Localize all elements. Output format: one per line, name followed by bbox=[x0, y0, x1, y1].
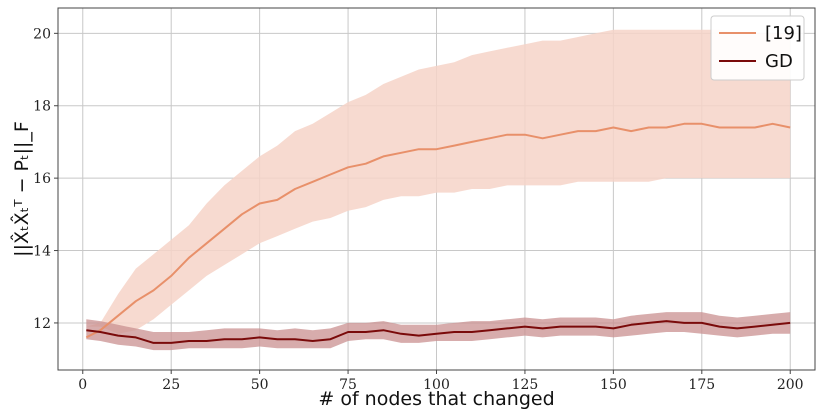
y-axis-title: ||X̂ₜX̂ₜᵀ − Pₜ||_F bbox=[11, 121, 33, 257]
confidence-bands bbox=[86, 29, 791, 351]
x-tick-label: 175 bbox=[688, 377, 715, 393]
y-tick-label: 14 bbox=[33, 244, 51, 260]
y-axis-title-text: ||X̂ₜX̂ₜᵀ − Pₜ||_F bbox=[11, 121, 33, 257]
legend: [19] GD bbox=[710, 15, 805, 81]
x-tick-label: 0 bbox=[78, 377, 87, 393]
band-gd bbox=[86, 312, 791, 351]
line-gd bbox=[86, 320, 791, 344]
x-tick-label: 25 bbox=[162, 377, 180, 393]
x-tick-label: 75 bbox=[339, 377, 357, 393]
line-19 bbox=[85, 122, 791, 339]
x-tick-label: 50 bbox=[251, 377, 269, 393]
x-tick-label: 200 bbox=[777, 377, 804, 393]
x-tick-label: 150 bbox=[600, 377, 627, 393]
legend-label-gd: GD bbox=[765, 51, 793, 72]
tick-labels: 0 25 50 75 100 125 150 175 200 12 14 16 18 20 bbox=[33, 26, 803, 393]
x-tick-label: 100 bbox=[423, 377, 450, 393]
y-tick-label: 12 bbox=[33, 316, 51, 332]
y-tick-label: 18 bbox=[33, 99, 51, 115]
y-tick-label: 16 bbox=[33, 171, 51, 187]
x-tick-label: 125 bbox=[512, 377, 539, 393]
legend-label-19: [19] bbox=[765, 23, 802, 44]
series-lines bbox=[85, 122, 791, 344]
y-tick-label: 20 bbox=[33, 26, 51, 42]
x-axis-title: # of nodes that changed bbox=[318, 388, 554, 410]
band-19 bbox=[86, 29, 791, 334]
